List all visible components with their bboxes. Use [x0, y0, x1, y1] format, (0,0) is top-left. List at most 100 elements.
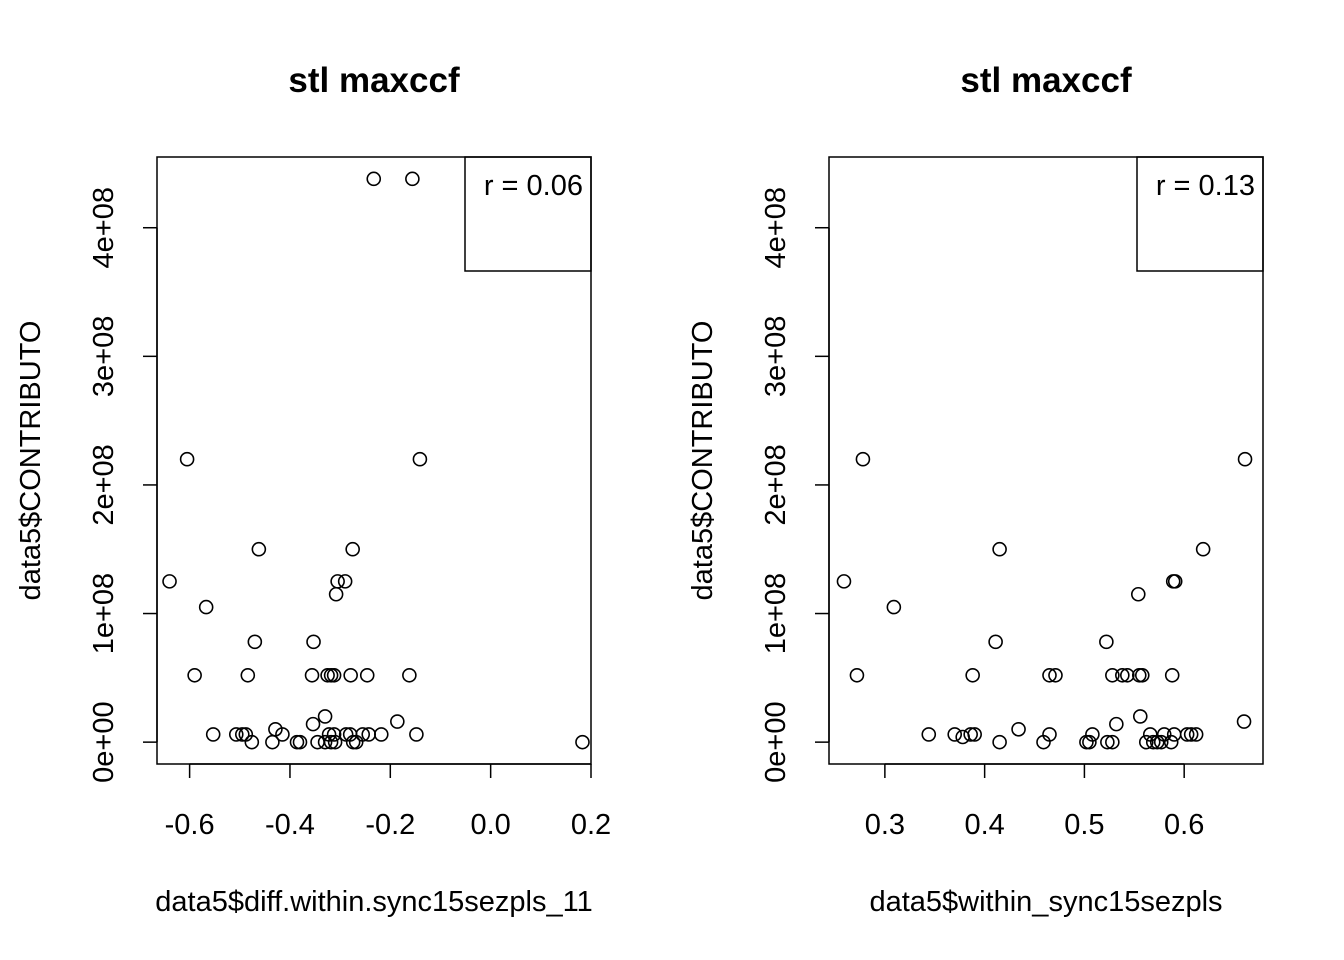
data-point	[1188, 727, 1204, 742]
x-tick-label: -0.6	[165, 809, 215, 841]
data-point	[1100, 734, 1115, 750]
data-point	[1105, 667, 1120, 683]
y-tick-label: 0e+00	[760, 701, 792, 782]
data-point	[1011, 721, 1026, 737]
data-point	[327, 734, 343, 750]
chart-panel-1: stl maxccf -0.6 -0.4 -0.2 0.0 0.2 0e+00 1e+08 2e…	[15, 61, 611, 918]
data-point	[320, 667, 335, 683]
data-point	[1134, 667, 1150, 683]
data-point	[1236, 714, 1252, 729]
data-point	[921, 727, 937, 742]
y-tick-label: 1e+08	[88, 573, 120, 654]
data-point	[1048, 667, 1063, 683]
data-point	[323, 734, 339, 750]
data-point	[992, 734, 1007, 750]
data-point	[317, 734, 333, 750]
legend-text: r = 0.13	[1156, 170, 1255, 202]
data-point	[244, 734, 260, 750]
data-point	[405, 171, 420, 187]
y-tick-label: 0e+00	[88, 701, 120, 782]
data-point	[412, 451, 428, 467]
data-point	[963, 727, 978, 742]
data-point	[205, 727, 221, 742]
plot-frame	[828, 156, 1264, 765]
data-point	[328, 586, 344, 602]
y-tick-label: 4e+08	[88, 187, 120, 268]
data-point	[992, 541, 1007, 557]
data-point	[305, 716, 321, 732]
data-point	[265, 734, 280, 750]
data-point	[1195, 541, 1211, 557]
data-point	[292, 734, 308, 750]
data-point	[1131, 667, 1147, 683]
data-point	[1120, 667, 1135, 683]
data-point	[855, 451, 871, 467]
x-tick-label: 0.0	[470, 809, 510, 841]
data-point	[1042, 727, 1057, 742]
data-point	[1163, 734, 1179, 750]
x-tick-label: 0.5	[1064, 809, 1104, 841]
data-point	[330, 574, 345, 589]
data-point	[326, 667, 342, 683]
data-point	[965, 667, 980, 683]
x-tick-label: 0.2	[571, 809, 611, 841]
data-point	[967, 727, 982, 742]
data-point	[947, 727, 963, 742]
data-point	[198, 599, 214, 615]
x-tick-label: 0.4	[964, 809, 1004, 841]
data-point	[836, 574, 852, 589]
chart-title: stl maxccf	[960, 61, 1132, 100]
data-point	[275, 727, 290, 742]
data-point	[187, 667, 202, 683]
data-point	[304, 667, 320, 683]
data-point	[162, 574, 177, 589]
chart-title: stl maxccf	[288, 61, 460, 100]
y-tick-label: 3e+08	[760, 316, 792, 397]
x-tick-label: -0.4	[265, 809, 315, 841]
data-point	[1179, 727, 1195, 742]
data-point	[1105, 734, 1120, 750]
data-point	[337, 574, 353, 589]
y-tick-label: 2e+08	[88, 444, 120, 525]
data-point	[1132, 709, 1148, 724]
chart-panel-2: stl maxccf 0.3 0.4 0.5 0.6 0e+00 1e+08 2e+08 3e+…	[687, 61, 1264, 918]
data-point	[343, 667, 358, 683]
data-point	[409, 727, 424, 742]
data-point	[1042, 667, 1057, 683]
data-point	[1167, 574, 1183, 589]
data-point	[1085, 727, 1100, 742]
data-point	[317, 709, 333, 724]
y-tick-label: 2e+08	[760, 444, 792, 525]
data-point	[1130, 586, 1146, 602]
data-point	[390, 714, 405, 729]
data-point	[359, 667, 375, 683]
data-point	[289, 734, 305, 750]
data-point	[1099, 634, 1114, 650]
data-point	[955, 729, 970, 745]
legend-box	[464, 156, 592, 272]
x-tick-label: 0.6	[1164, 809, 1204, 841]
data-point	[326, 727, 342, 742]
y-axis-label: data5$CONTRIBUTO	[15, 321, 47, 601]
data-point	[306, 634, 321, 650]
legend-box	[1136, 156, 1264, 272]
data-point	[251, 541, 267, 557]
data-point	[988, 634, 1003, 650]
y-tick-label: 3e+08	[88, 316, 120, 397]
data-point	[1237, 451, 1253, 467]
data-point	[402, 667, 417, 683]
data-point	[1138, 734, 1154, 750]
data-point	[1109, 716, 1124, 732]
x-axis-label: data5$within_sync15sezpls	[869, 886, 1222, 918]
data-point	[575, 734, 590, 750]
data-point	[355, 727, 371, 742]
data-point	[1153, 734, 1169, 750]
data-point	[1166, 727, 1182, 742]
data-point	[310, 734, 325, 750]
data-point	[179, 451, 195, 467]
data-point	[373, 727, 389, 742]
data-point	[247, 634, 263, 650]
data-point	[1115, 667, 1130, 683]
data-point	[1164, 667, 1180, 683]
